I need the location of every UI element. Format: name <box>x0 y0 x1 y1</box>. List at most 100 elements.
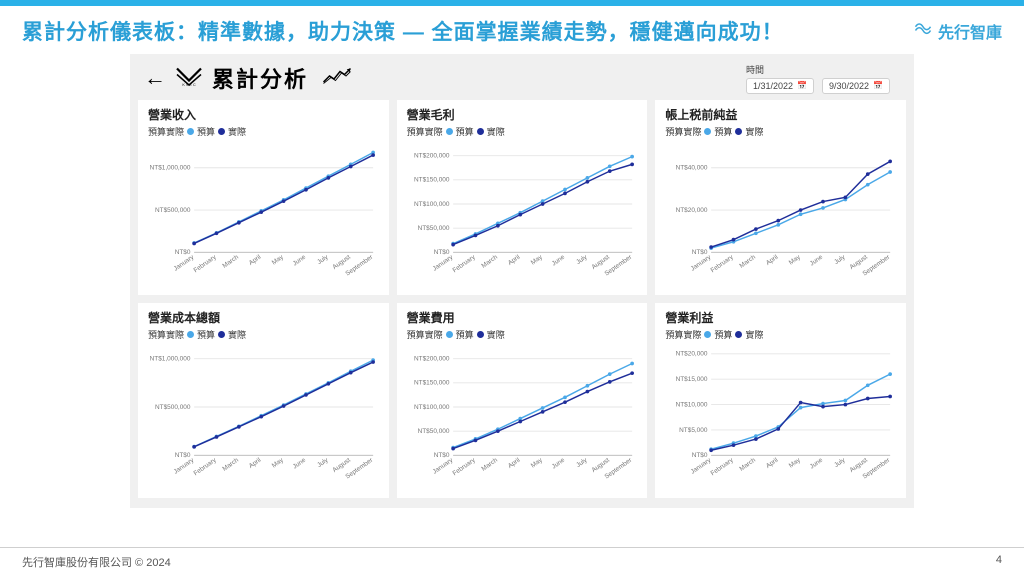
svg-text:NT$100,000: NT$100,000 <box>414 201 450 208</box>
svg-text:May: May <box>529 456 544 469</box>
back-button[interactable]: ← <box>144 65 166 91</box>
svg-text:NT$20,000: NT$20,000 <box>676 207 708 214</box>
svg-text:NT$200,000: NT$200,000 <box>414 153 450 160</box>
svg-text:March: March <box>480 254 499 270</box>
dashboard-panel: ← K S E C 累計分析 時間 1/31/2022📅 9/30/2022📅 … <box>130 54 914 508</box>
chart-title: 營業利益 <box>665 309 896 326</box>
chart-card: 營業利益預算實際預算實際NT$0NT$5,000NT$10,000NT$15,0… <box>655 303 906 498</box>
svg-text:NT$40,000: NT$40,000 <box>676 165 708 172</box>
brand-wave-icon <box>914 20 932 43</box>
svg-text:NT$20,000: NT$20,000 <box>676 351 708 358</box>
svg-text:March: March <box>221 457 240 473</box>
svg-text:April: April <box>248 457 263 470</box>
svg-text:February: February <box>193 253 219 274</box>
svg-text:February: February <box>710 456 736 477</box>
footer-page-number: 4 <box>996 554 1002 570</box>
chart-legend: 預算實際預算實際 <box>148 328 379 341</box>
page-title: 累計分析儀表板：精準數據，助力決策 — 全面掌握業績走勢，穩健邁向成功！ <box>22 16 784 46</box>
chart-title: 營業成本總額 <box>148 309 379 326</box>
svg-text:NT$150,000: NT$150,000 <box>414 177 450 184</box>
chart-card: 營業費用預算實際預算實際NT$0NT$50,000NT$100,000NT$15… <box>397 303 648 498</box>
svg-text:May: May <box>788 456 803 469</box>
svg-text:June: June <box>550 254 566 268</box>
svg-text:NT$200,000: NT$200,000 <box>414 356 450 363</box>
date-from-input[interactable]: 1/31/2022📅 <box>746 78 814 94</box>
svg-text:NT$1,000,000: NT$1,000,000 <box>150 356 191 363</box>
svg-text:May: May <box>271 456 286 469</box>
svg-text:June: June <box>550 457 566 471</box>
chart-legend: 預算實際預算實際 <box>665 328 896 341</box>
brand-text: 先行智庫 <box>938 19 1002 43</box>
svg-text:NT$100,000: NT$100,000 <box>414 404 450 411</box>
svg-text:NT$5,000: NT$5,000 <box>679 427 708 434</box>
svg-text:June: June <box>292 457 308 471</box>
svg-text:NT$1,000,000: NT$1,000,000 <box>150 165 191 172</box>
time-range-picker: 時間 1/31/2022📅 9/30/2022📅 <box>746 63 890 94</box>
svg-text:May: May <box>271 253 286 266</box>
svg-text:April: April <box>765 457 780 470</box>
chart-grid: 營業收入預算實際預算實際NT$0NT$500,000NT$1,000,000Ja… <box>138 100 906 498</box>
calendar-icon: 📅 <box>873 81 883 90</box>
chart-card: 帳上税前純益預算實際預算實際NT$0NT$20,000NT$40,000Janu… <box>655 100 906 295</box>
chart-legend: 預算實際預算實際 <box>407 125 638 138</box>
chart-legend: 預算實際預算實際 <box>665 125 896 138</box>
svg-text:NT$10,000: NT$10,000 <box>676 401 708 408</box>
svg-text:April: April <box>506 457 521 470</box>
date-to-input[interactable]: 9/30/2022📅 <box>822 78 890 94</box>
chart-plot: NT$0NT$500,000NT$1,000,000JanuaryFebruar… <box>148 341 379 494</box>
chart-plot: NT$0NT$500,000NT$1,000,000JanuaryFebruar… <box>148 138 379 291</box>
chart-title: 營業毛利 <box>407 106 638 123</box>
svg-text:February: February <box>710 253 736 274</box>
svg-text:July: July <box>575 456 589 469</box>
svg-text:NT$150,000: NT$150,000 <box>414 380 450 387</box>
svg-text:March: March <box>739 457 758 473</box>
svg-text:June: June <box>809 457 825 471</box>
svg-text:NT$50,000: NT$50,000 <box>417 225 449 232</box>
svg-text:NT$50,000: NT$50,000 <box>417 428 449 435</box>
footer-copyright: 先行智庫股份有限公司 © 2024 <box>22 554 171 570</box>
chart-legend: 預算實際預算實際 <box>148 125 379 138</box>
dashboard-title: 累計分析 <box>212 62 308 94</box>
svg-text:June: June <box>809 254 825 268</box>
chart-title: 帳上税前純益 <box>665 106 896 123</box>
svg-text:February: February <box>451 456 477 477</box>
dashboard-header: ← K S E C 累計分析 時間 1/31/2022📅 9/30/2022📅 <box>138 60 906 100</box>
brand-mark: 先行智庫 <box>914 19 1002 43</box>
svg-text:July: July <box>575 253 589 266</box>
svg-text:February: February <box>451 253 477 274</box>
svg-text:April: April <box>248 254 263 267</box>
chart-card: 營業成本總額預算實際預算實際NT$0NT$500,000NT$1,000,000… <box>138 303 389 498</box>
svg-text:April: April <box>506 254 521 267</box>
time-label: 時間 <box>746 63 764 76</box>
chart-title: 營業收入 <box>148 106 379 123</box>
chart-plot: NT$0NT$50,000NT$100,000NT$150,000NT$200,… <box>407 341 638 494</box>
svg-text:March: March <box>739 254 758 270</box>
svg-text:July: July <box>316 253 330 266</box>
logo-icon: K S E C <box>174 65 204 92</box>
chart-plot: NT$0NT$5,000NT$10,000NT$15,000NT$20,000J… <box>665 341 896 494</box>
svg-text:April: April <box>765 254 780 267</box>
svg-text:NT$500,000: NT$500,000 <box>155 404 191 411</box>
chart-card: 營業毛利預算實際預算實際NT$0NT$50,000NT$100,000NT$15… <box>397 100 648 295</box>
svg-text:May: May <box>529 253 544 266</box>
svg-text:K S E C: K S E C <box>182 82 196 86</box>
chart-plot: NT$0NT$50,000NT$100,000NT$150,000NT$200,… <box>407 138 638 291</box>
page-footer: 先行智庫股份有限公司 © 2024 4 <box>0 547 1024 576</box>
svg-text:March: March <box>480 457 499 473</box>
svg-text:NT$500,000: NT$500,000 <box>155 207 191 214</box>
chart-legend: 預算實際預算實際 <box>407 328 638 341</box>
chart-card: 營業收入預算實際預算實際NT$0NT$500,000NT$1,000,000Ja… <box>138 100 389 295</box>
svg-text:May: May <box>788 253 803 266</box>
trend-up-icon <box>316 66 352 91</box>
svg-text:NT$15,000: NT$15,000 <box>676 376 708 383</box>
svg-text:July: July <box>316 456 330 469</box>
calendar-icon: 📅 <box>797 81 807 90</box>
svg-text:July: July <box>833 253 847 266</box>
svg-text:June: June <box>292 254 308 268</box>
chart-title: 營業費用 <box>407 309 638 326</box>
svg-text:July: July <box>833 456 847 469</box>
chart-plot: NT$0NT$20,000NT$40,000JanuaryFebruaryMar… <box>665 138 896 291</box>
svg-text:March: March <box>221 254 240 270</box>
svg-text:February: February <box>193 456 219 477</box>
page-header: 累計分析儀表板：精準數據，助力決策 — 全面掌握業績走勢，穩健邁向成功！ 先行智… <box>0 6 1024 52</box>
